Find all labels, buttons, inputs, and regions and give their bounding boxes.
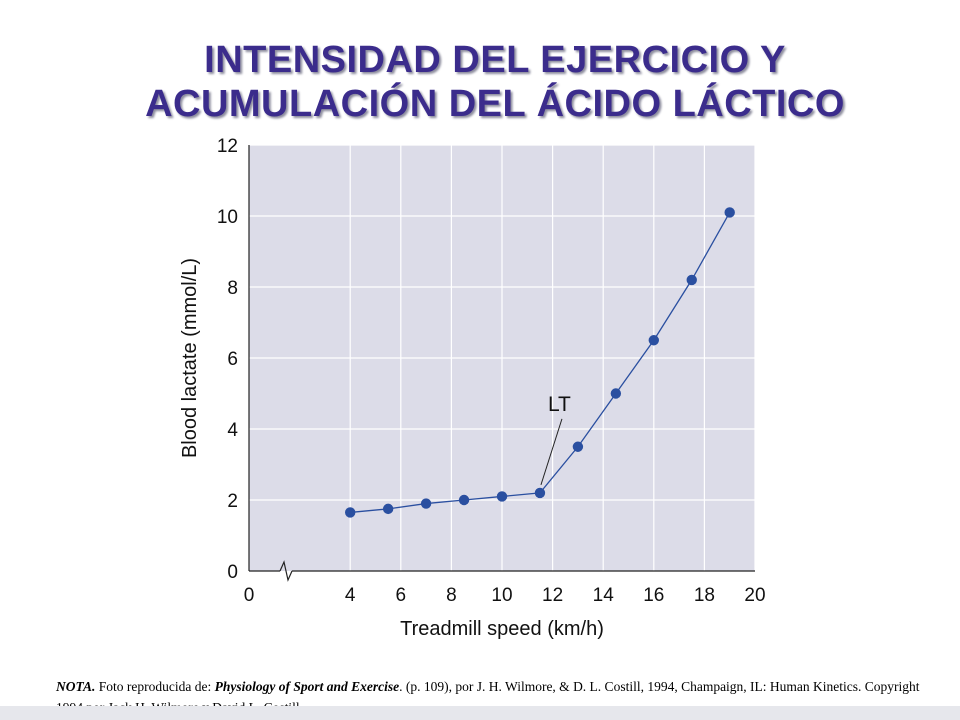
data-point-0-6 <box>572 441 584 452</box>
data-point-0-4 <box>496 491 508 502</box>
data-point-0-0 <box>345 507 356 518</box>
x-tick-label-1: 4 <box>345 585 356 606</box>
x-tick-label-6: 14 <box>593 585 615 606</box>
slide-title-line-1: INTENSIDAD DEL EJERCICIO Y <box>204 39 786 81</box>
x-tick-label-8: 18 <box>694 585 715 606</box>
annotation-label-0: LT <box>548 393 571 416</box>
x-tick-label-4: 10 <box>491 585 512 606</box>
x-axis-title: Treadmill speed (km/h) <box>400 618 604 640</box>
data-point-0-5 <box>534 487 546 499</box>
data-point-0-1 <box>382 503 394 515</box>
data-point-0-8 <box>648 335 659 346</box>
note-text-1: Foto reproducida de: <box>95 678 215 694</box>
axis-break-mark <box>279 560 293 582</box>
y-axis-title: Blood lactate (mmol/L) <box>179 258 201 458</box>
data-point-0-7 <box>610 388 622 399</box>
data-point-0-3 <box>458 494 470 506</box>
footer-strip <box>0 706 960 720</box>
slide-title: INTENSIDAD DEL EJERCICIO Y ACUMULACIÓN D… <box>0 38 960 126</box>
x-tick-label-5: 12 <box>542 585 563 606</box>
note-lead: NOTA. <box>56 678 96 694</box>
annotation-leader-0 <box>540 418 563 486</box>
x-tick-label-3: 8 <box>446 585 457 606</box>
data-point-0-2 <box>420 498 432 509</box>
y-tick-label-3: 6 <box>227 349 238 370</box>
data-point-0-10 <box>724 207 735 218</box>
y-tick-label-1: 2 <box>227 491 238 512</box>
note-book-title: Physiology of Sport and Exercise <box>214 678 400 694</box>
y-tick-label-6: 12 <box>217 136 238 157</box>
y-tick-label-4: 8 <box>227 278 238 299</box>
data-point-0-9 <box>686 274 697 286</box>
x-tick-label-0: 0 <box>244 585 255 606</box>
y-tick-label-2: 4 <box>227 420 238 441</box>
slide-title-line-2: ACUMULACIÓN DEL ÁCIDO LÁCTICO <box>145 83 845 125</box>
y-tick-label-5: 10 <box>217 207 238 228</box>
x-tick-label-9: 20 <box>744 585 765 606</box>
y-tick-label-0: 0 <box>227 562 238 583</box>
x-tick-label-2: 6 <box>396 585 407 606</box>
x-tick-label-7: 16 <box>643 585 664 606</box>
